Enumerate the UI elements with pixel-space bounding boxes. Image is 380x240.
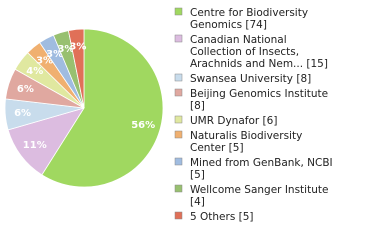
legend-line: 5 Others [5] (190, 211, 254, 223)
slice-label: 3% (46, 49, 63, 60)
slice-label: 4% (26, 66, 43, 77)
slice-label: 3% (69, 42, 86, 53)
legend-swatch (174, 7, 183, 16)
legend-swatch (174, 88, 183, 97)
pie-slice (41, 28, 164, 188)
legend-line: Centre for Biodiversity (190, 7, 311, 19)
legend-swatch (174, 34, 183, 43)
legend-line: [5] (190, 169, 205, 181)
legend-line: Center [5] (190, 142, 244, 154)
legend-label: Beijing Genomics Institute [8] (190, 88, 331, 112)
legend-line: UMR Dynafor [6] (190, 115, 277, 127)
legend-line: Naturalis Biodiversity (190, 130, 306, 142)
slice-label: 3% (57, 44, 74, 55)
legend-swatch (174, 157, 183, 166)
legend-line: Genomics [74] (190, 19, 267, 31)
legend-swatch (174, 184, 183, 193)
legend-line: Canadian National (190, 34, 290, 46)
legend-line: Mined from GenBank, NCBI (190, 157, 336, 169)
legend-label: UMR Dynafor [6] (190, 115, 277, 127)
legend-line: [4] (190, 196, 205, 208)
legend-label: Naturalis Biodiversity Center [5] (190, 130, 306, 154)
legend-label: Centre for Biodiversity Genomics [74] (190, 7, 311, 31)
slice-label: 6% (14, 108, 31, 119)
slice-label: 3% (36, 56, 53, 67)
slice-label: 56% (131, 120, 155, 131)
legend-line: Swansea University [8] (190, 73, 311, 85)
slice-label: 11% (23, 140, 47, 151)
legend-label: Canadian National Collection of Insects,… (190, 34, 328, 70)
legend-label: Wellcome Sanger Institute [4] (190, 184, 332, 208)
legend-swatch (174, 130, 183, 139)
legend-swatch (174, 115, 183, 124)
slice-label: 6% (17, 84, 34, 95)
legend-line: Collection of Insects, (190, 46, 302, 58)
legend-line: Arachnids and Nem... [15] (190, 58, 328, 70)
legend-line: Beijing Genomics Institute (190, 88, 331, 100)
legend-line: [8] (190, 100, 205, 112)
legend-line: Wellcome Sanger Institute (190, 184, 332, 196)
legend-swatch (174, 211, 183, 220)
legend-label: 5 Others [5] (190, 211, 254, 223)
legend-label: Swansea University [8] (190, 73, 311, 85)
legend-label: Mined from GenBank, NCBI [5] (190, 157, 336, 181)
legend-swatch (174, 73, 183, 82)
pie-slice (67, 28, 85, 109)
